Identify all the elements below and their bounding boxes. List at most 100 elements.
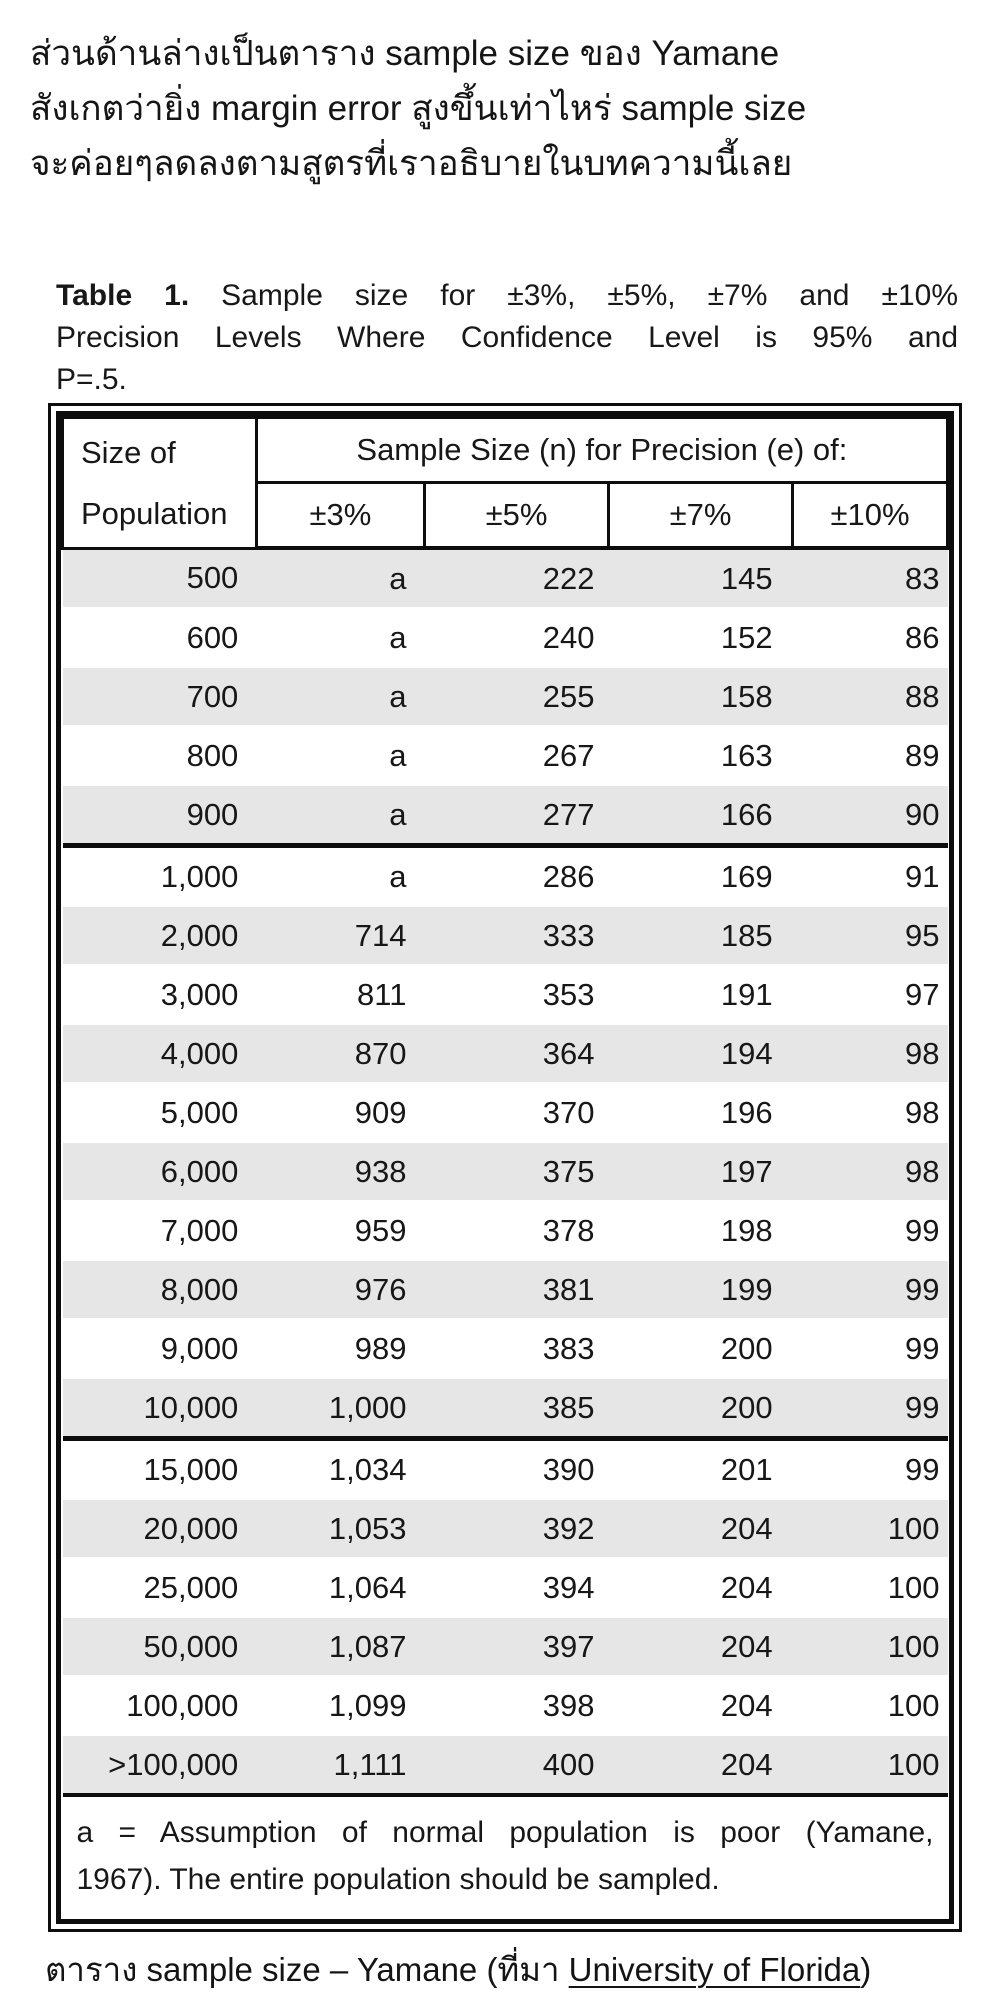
intro-line-1: ส่วนด้านล่างเป็นตาราง sample size ของ Ya… [30,34,780,73]
table-row: 15,000 1,034 390 201 99 [62,1436,948,1499]
table-row: 500 a 222 145 83 [62,547,948,609]
table-row: 20,000 1,053 392 204 100 [62,1498,948,1559]
sample-size-cell: 1,099 [328,1687,407,1723]
header-population: Population [81,495,228,531]
table-row: 5,000 909 370 196 98 [63,1083,948,1142]
sample-size-cell: 394 [542,1569,595,1605]
sample-size-cell: 163 [720,737,773,773]
header-precision-5pct: ±5% [422,481,611,550]
sample-size-cell: a [256,666,425,727]
sample-size-cell: 400 [424,1734,609,1796]
sample-size-table-frame: Size of Population Sample Size (n) for P… [48,403,962,1932]
population-size-cell: 600 [186,619,239,655]
sample-size-cell: 145 [608,547,793,609]
university-of-florida-link[interactable]: University of Florida [568,1951,861,1988]
sample-size-cell: a [389,619,407,655]
sample-size-cell: 100 [887,1569,940,1605]
population-size-cell: 2,000 [62,905,257,966]
caption-prefix: ตาราง sample size – Yamane (ที่มา [45,1951,569,1988]
table-row: 2,000 714 333 185 95 [62,905,948,966]
table-row: 8,000 976 381 199 99 [62,1259,948,1320]
sample-size-cell: 199 [608,1259,793,1320]
population-size-cell: 900 [62,784,257,847]
table-group-3: 15,000 1,034 390 201 99 20,000 1,053 392 204 100 2… [62,1436,948,1796]
sample-size-cell: 98 [792,1023,948,1084]
sample-size-cell: 390 [424,1436,609,1499]
sample-size-cell: 255 [424,666,609,727]
population-size-cell: 6,000 [62,1141,257,1202]
sample-size-cell: 89 [905,737,940,773]
population-size-cell: 1,000 [62,843,257,906]
table-header: Size of Population Sample Size (n) for P… [61,416,950,550]
sample-size-cell: 83 [792,547,948,609]
sample-size-cell: 99 [792,1436,948,1499]
sample-size-cell: 100 [792,1734,948,1796]
sample-size-cell: 95 [792,905,948,966]
sample-size-cell: 364 [424,1023,609,1084]
population-size-cell: 5,000 [160,1094,239,1130]
sample-size-cell: 222 [424,547,609,609]
table-row: 900 a 277 166 90 [62,784,948,847]
header-size-of: Size of [81,434,176,470]
sample-size-cell: 152 [720,619,773,655]
sample-size-table: Size of Population Sample Size (n) for P… [61,416,950,1919]
sample-size-cell: 98 [792,1141,948,1202]
sample-size-cell: 1,000 [256,1377,425,1440]
sample-size-cell: 200 [608,1377,793,1440]
table-title-line-1: Table 1. Sample size for ±3%, ±5%, ±7% a… [56,275,958,317]
sample-size-cell: 353 [542,976,595,1012]
population-size-cell: 100,000 [126,1687,239,1723]
table-row: 50,000 1,087 397 204 100 [62,1616,948,1677]
table-row: 800 a 267 163 89 [63,726,948,785]
intro-line-3: จะค่อยๆลดลงตามสูตรที่เราอธิบายในบทความนี… [30,144,793,183]
sample-size-cell: 1,111 [256,1734,425,1796]
sample-size-cell: 204 [608,1616,793,1677]
table-number-label: Table 1. [56,279,190,312]
sample-size-cell: 1,064 [328,1569,407,1605]
population-size-cell: 10,000 [62,1377,257,1440]
sample-size-cell: 277 [424,784,609,847]
sample-size-cell: 100 [792,1616,948,1677]
header-precision-3pct: ±3% [254,481,426,550]
header-size-of-population: Size of Population [61,416,258,550]
population-size-cell: >100,000 [62,1734,257,1796]
population-size-cell: 15,000 [62,1436,257,1499]
sample-size-cell: 385 [424,1377,609,1440]
sample-size-cell: 1,087 [256,1616,425,1677]
caption-suffix: ) [860,1951,872,1988]
table-row: 600 a 240 152 86 [63,608,948,667]
sample-size-cell: 99 [792,1259,948,1320]
sample-size-cell: 204 [720,1569,773,1605]
sample-size-cell: 99 [905,1212,940,1248]
sample-size-cell: 383 [542,1330,595,1366]
table-title: Table 1. Sample size for ±3%, ±5%, ±7% a… [56,275,958,401]
sample-size-cell: 370 [542,1094,595,1130]
sample-size-cell: 267 [542,737,595,773]
table-group-1: 500 a 222 145 83 600 a 240 152 86 700 a 255 158 88 800 a… [62,547,948,847]
sample-size-cell: 197 [608,1141,793,1202]
footnote-line-1: a = Assumption of normal population is p… [76,1816,934,1849]
population-size-cell: 700 [62,666,257,727]
sample-size-cell: 976 [256,1259,425,1320]
intro-line-2: สังเกตว่ายิ่ง margin error สูงขึ้นเท่าไห… [30,89,807,128]
sample-size-cell: 99 [792,1377,948,1440]
table-row: 9,000 989 383 200 99 [63,1319,948,1378]
footnote-cell: a = Assumption of normal population is p… [62,1793,948,1919]
sample-size-cell: 166 [608,784,793,847]
sample-size-cell: 204 [720,1687,773,1723]
sample-size-cell: 811 [357,976,407,1012]
sample-size-cell: 86 [905,619,940,655]
sample-size-cell: 169 [608,843,793,906]
sample-size-cell: a [256,843,425,906]
table-caption: ตาราง sample size – Yamane (ที่มา Univer… [45,1946,979,1994]
sample-size-cell: 98 [905,1094,940,1130]
sample-size-cell: 392 [424,1498,609,1559]
sample-size-cell: 204 [608,1498,793,1559]
population-size-cell: 500 [62,547,257,609]
sample-size-cell: 909 [354,1094,407,1130]
header-sample-size-span: Sample Size (n) for Precision (e) of: [254,416,950,484]
sample-size-cell: 200 [720,1330,773,1366]
population-size-cell: 9,000 [160,1330,239,1366]
sample-size-cell: 204 [608,1734,793,1796]
table-row: 100,000 1,099 398 204 100 [63,1676,948,1735]
